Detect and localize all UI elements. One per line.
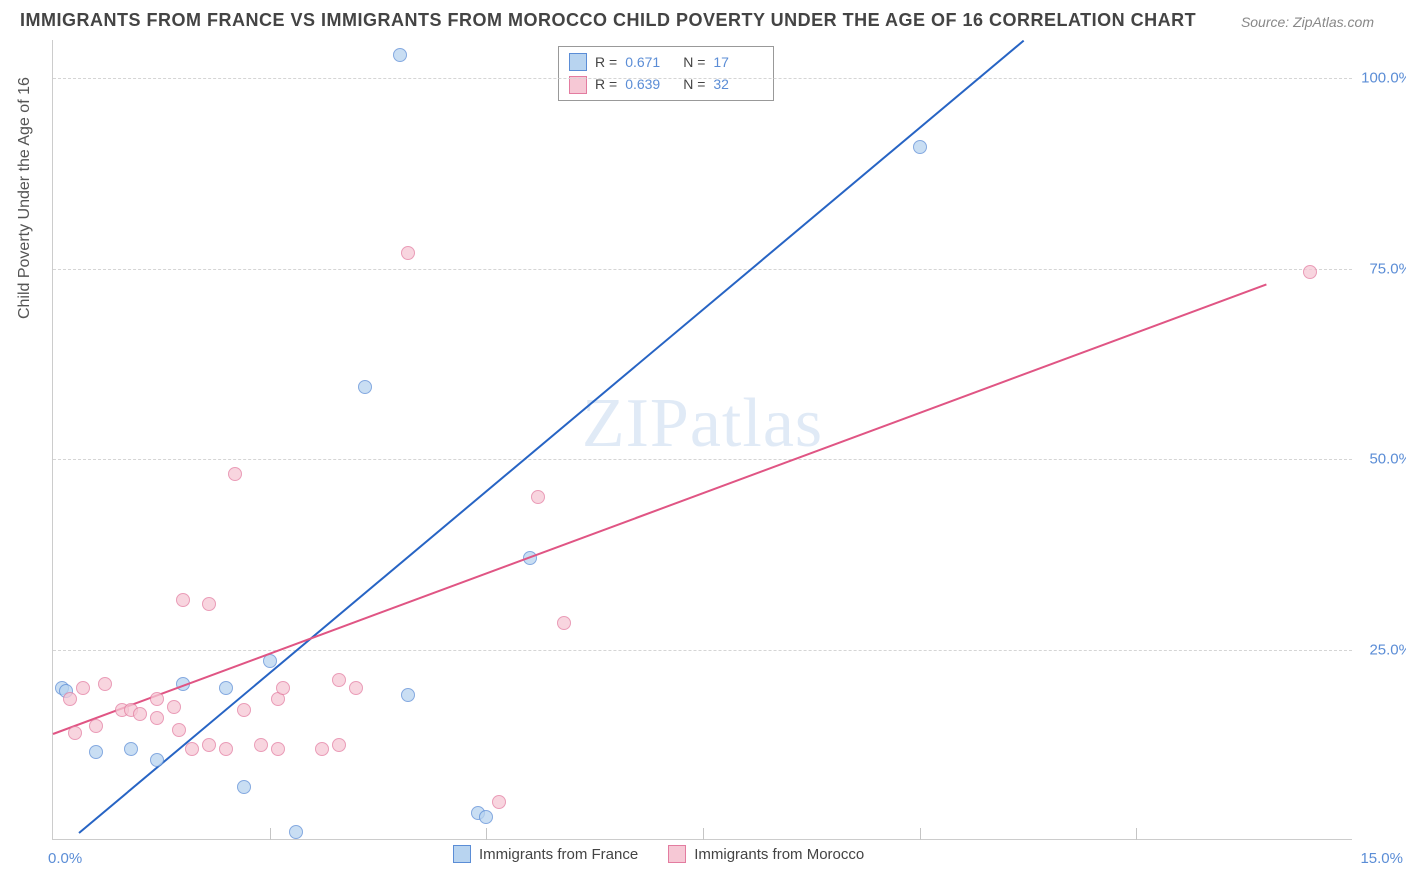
legend-series-label: Immigrants from France bbox=[479, 846, 638, 863]
trend-line bbox=[53, 284, 1267, 735]
data-point bbox=[89, 745, 103, 759]
x-divider bbox=[270, 828, 271, 840]
y-axis-label: Child Poverty Under the Age of 16 bbox=[16, 77, 34, 319]
data-point bbox=[98, 677, 112, 691]
legend-r-label: R = bbox=[595, 73, 617, 95]
legend-r-value: 0.639 bbox=[625, 73, 675, 95]
data-point bbox=[237, 703, 251, 717]
x-divider bbox=[920, 828, 921, 840]
correlation-legend: R = 0.671 N = 17 R = 0.639 N = 32 bbox=[558, 46, 774, 101]
source-credit: Source: ZipAtlas.com bbox=[1241, 14, 1374, 30]
source-name: ZipAtlas.com bbox=[1293, 14, 1374, 30]
data-point bbox=[271, 742, 285, 756]
legend-series-item: Immigrants from Morocco bbox=[668, 845, 864, 863]
legend-series-item: Immigrants from France bbox=[453, 845, 638, 863]
data-point bbox=[254, 738, 268, 752]
watermark-text: ZIPatlas bbox=[582, 384, 823, 464]
data-point bbox=[68, 726, 82, 740]
y-tick-label: 50.0% bbox=[1357, 451, 1406, 468]
data-point bbox=[315, 742, 329, 756]
data-point bbox=[1303, 265, 1317, 279]
data-point bbox=[150, 711, 164, 725]
legend-n-value: 32 bbox=[713, 73, 763, 95]
plot-area: ZIPatlas R =0.671N =17R =0.639N =32 Immi… bbox=[52, 40, 1352, 840]
data-point bbox=[124, 742, 138, 756]
legend-swatch bbox=[668, 845, 686, 863]
trend-line bbox=[78, 40, 1024, 834]
legend-n-label: N = bbox=[683, 73, 705, 95]
data-point bbox=[202, 597, 216, 611]
data-point bbox=[393, 48, 407, 62]
data-point bbox=[219, 742, 233, 756]
data-point bbox=[89, 719, 103, 733]
data-point bbox=[150, 753, 164, 767]
x-tick-label: 15.0% bbox=[1360, 850, 1403, 867]
data-point bbox=[150, 692, 164, 706]
data-point bbox=[358, 380, 372, 394]
y-tick-label: 25.0% bbox=[1357, 641, 1406, 658]
series-legend: Immigrants from France Immigrants from Mo… bbox=[453, 845, 864, 863]
legend-n-value: 17 bbox=[713, 51, 763, 73]
legend-n-label: N = bbox=[683, 51, 705, 73]
x-divider bbox=[1136, 828, 1137, 840]
data-point bbox=[63, 692, 77, 706]
x-divider bbox=[486, 828, 487, 840]
legend-swatch bbox=[569, 53, 587, 71]
data-point bbox=[401, 688, 415, 702]
data-point bbox=[531, 490, 545, 504]
y-tick-label: 75.0% bbox=[1357, 260, 1406, 277]
data-point bbox=[176, 593, 190, 607]
data-point bbox=[349, 681, 363, 695]
legend-r-value: 0.671 bbox=[625, 51, 675, 73]
chart-title: IMMIGRANTS FROM FRANCE VS IMMIGRANTS FRO… bbox=[20, 10, 1196, 31]
data-point bbox=[557, 616, 571, 630]
data-point bbox=[332, 673, 346, 687]
x-tick-label: 0.0% bbox=[48, 850, 82, 867]
legend-r-label: R = bbox=[595, 51, 617, 73]
x-divider bbox=[703, 828, 704, 840]
gridline-horizontal bbox=[53, 650, 1352, 651]
data-point bbox=[133, 707, 147, 721]
gridline-horizontal bbox=[53, 78, 1352, 79]
data-point bbox=[913, 140, 927, 154]
legend-swatch bbox=[453, 845, 471, 863]
data-point bbox=[479, 810, 493, 824]
data-point bbox=[401, 246, 415, 260]
data-point bbox=[167, 700, 181, 714]
data-point bbox=[228, 467, 242, 481]
data-point bbox=[76, 681, 90, 695]
legend-corr-row: R = 0.671 N = 17 bbox=[569, 51, 763, 73]
data-point bbox=[219, 681, 233, 695]
gridline-horizontal bbox=[53, 459, 1352, 460]
data-point bbox=[172, 723, 186, 737]
data-point bbox=[492, 795, 506, 809]
data-point bbox=[202, 738, 216, 752]
legend-corr-row: R = 0.639 N = 32 bbox=[569, 73, 763, 95]
legend-series-label: Immigrants from Morocco bbox=[694, 846, 864, 863]
data-point bbox=[237, 780, 251, 794]
data-point bbox=[276, 681, 290, 695]
source-label: Source: bbox=[1241, 14, 1293, 30]
data-point bbox=[185, 742, 199, 756]
data-point bbox=[332, 738, 346, 752]
data-point bbox=[289, 825, 303, 839]
y-tick-label: 100.0% bbox=[1357, 70, 1406, 87]
gridline-horizontal bbox=[53, 269, 1352, 270]
